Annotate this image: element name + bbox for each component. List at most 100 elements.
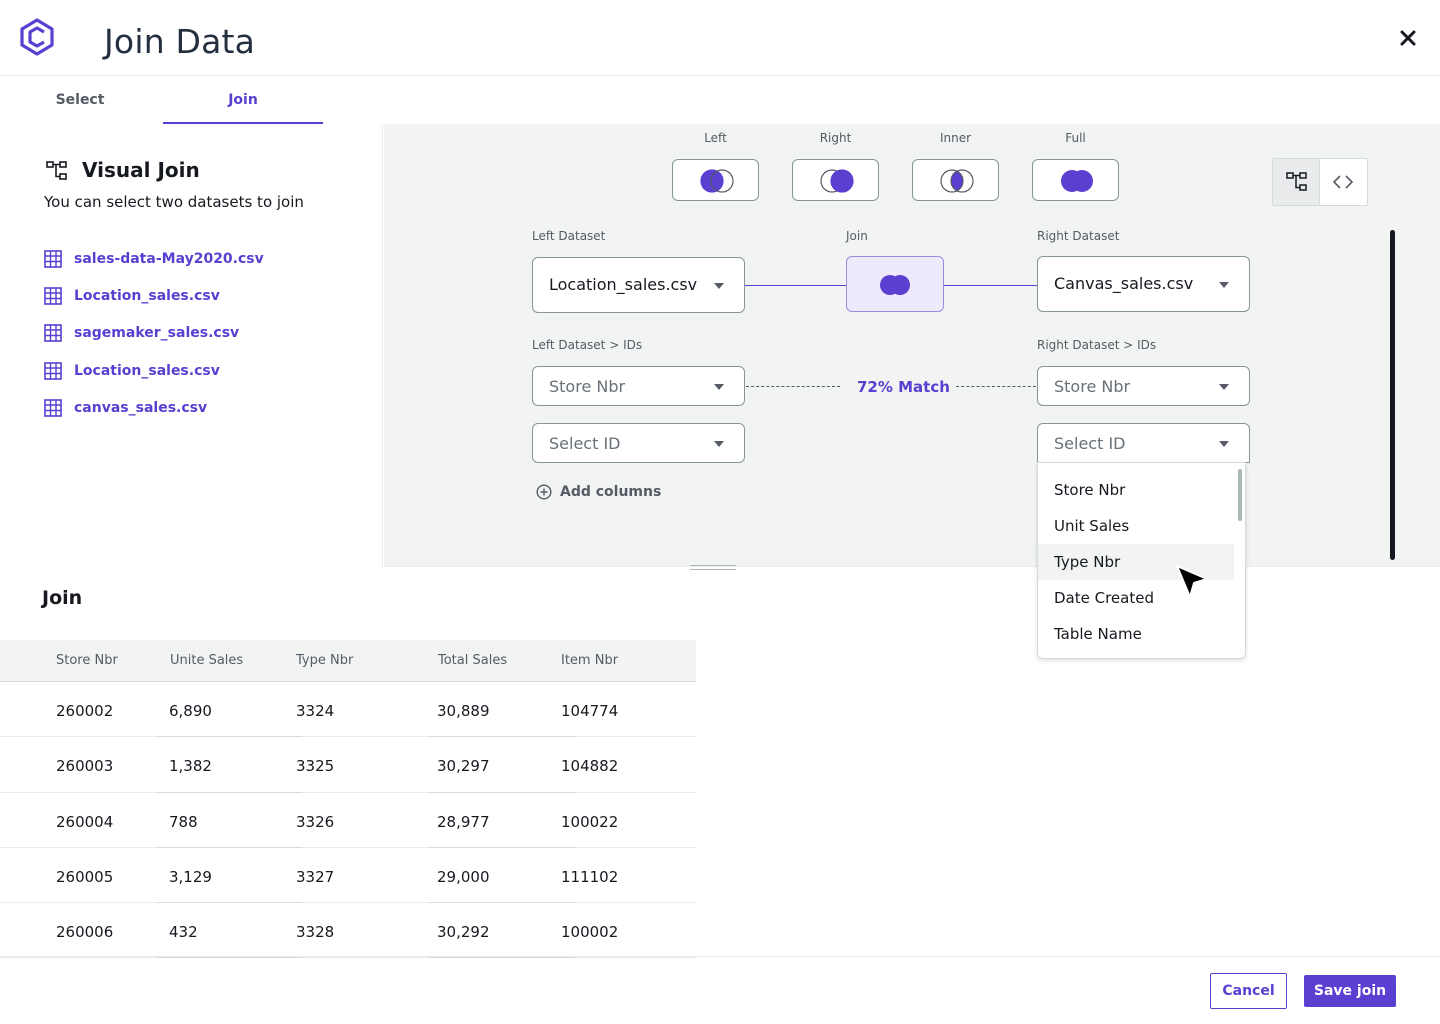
- left-join-icon: [700, 169, 734, 193]
- join-full-button[interactable]: [1032, 159, 1119, 201]
- column-header[interactable]: Item Nbr: [561, 653, 619, 668]
- add-columns-button[interactable]: Add columns: [536, 484, 661, 500]
- dataset-item[interactable]: Location_sales.csv: [44, 277, 264, 314]
- tab-join[interactable]: Join: [163, 77, 323, 124]
- cell-divider: [157, 902, 302, 904]
- join-node-label: Join: [846, 229, 868, 243]
- right-id-select-2[interactable]: Select ID: [1037, 423, 1250, 463]
- join-left-button[interactable]: [672, 159, 759, 201]
- add-circle-icon: [536, 484, 552, 500]
- dataset-item[interactable]: sales-data-May2020.csv: [44, 240, 264, 277]
- caret-down-icon: [1219, 441, 1229, 447]
- add-columns-label: Add columns: [560, 484, 662, 500]
- table-cell: 260004: [56, 812, 114, 831]
- table-cell: 3324: [296, 702, 335, 720]
- left-id-select[interactable]: Store Nbr: [532, 366, 745, 406]
- visual-view-button[interactable]: [1273, 159, 1320, 205]
- join-node[interactable]: [846, 256, 944, 312]
- code-view-button[interactable]: [1320, 159, 1367, 205]
- join-canvas: Left Right Inner Full: [384, 124, 1440, 567]
- tab-select[interactable]: Select: [55, 92, 105, 108]
- cell-divider: [157, 736, 302, 738]
- table-row: 260004 788 3326 28,977 100022: [0, 793, 696, 848]
- cancel-button[interactable]: Cancel: [1210, 973, 1287, 1009]
- tab-bar: Select Join: [0, 77, 383, 124]
- join-inner-button[interactable]: [912, 159, 999, 201]
- visual-join-title: Visual Join: [82, 158, 200, 182]
- visual-join-subtitle: You can select two datasets to join: [44, 193, 304, 211]
- dropdown-option[interactable]: Date Created: [1054, 589, 1154, 607]
- left-id-select-2[interactable]: Select ID: [532, 423, 745, 463]
- close-icon[interactable]: [1394, 24, 1422, 52]
- table-cell: 111102: [561, 867, 619, 886]
- table-cell: 100002: [561, 923, 619, 942]
- caret-down-icon: [714, 283, 724, 289]
- match-percentage: 72% Match: [857, 378, 950, 396]
- right-dataset-select[interactable]: Canvas_sales.csv: [1037, 256, 1250, 312]
- table-cell: 3325: [296, 757, 335, 776]
- cell-divider: [157, 846, 302, 848]
- table-icon: [44, 324, 62, 343]
- table-cell: 260005: [56, 867, 114, 886]
- dataset-name: Location_sales.csv: [74, 362, 220, 379]
- table-cell: 104882: [561, 757, 619, 776]
- dropdown-option[interactable]: Unit Sales: [1054, 517, 1130, 535]
- save-join-button[interactable]: Save join: [1304, 975, 1396, 1007]
- dataset-item[interactable]: Location_sales.csv: [44, 352, 264, 389]
- left-ids-label: Left Dataset > IDs: [532, 338, 643, 352]
- join-right-button[interactable]: [792, 159, 879, 201]
- dataset-name: Location_sales.csv: [74, 287, 220, 304]
- canvas-logo-icon: [20, 18, 54, 56]
- id-dropdown-menu: Store Nbr Unit Sales Type Nbr Date Creat…: [1037, 462, 1246, 659]
- column-header[interactable]: Total Sales: [438, 653, 508, 668]
- caret-down-icon: [1219, 384, 1229, 390]
- inner-join-icon: [940, 169, 974, 193]
- table-cell: 3,129: [169, 867, 212, 886]
- mouse-pointer-icon: [1176, 565, 1208, 598]
- left-dataset-label: Left Dataset: [532, 229, 606, 243]
- dropdown-option[interactable]: Type Nbr: [1038, 544, 1234, 580]
- page-title: Join Data: [104, 22, 256, 61]
- dataset-name: canvas_sales.csv: [74, 399, 208, 416]
- dropdown-option[interactable]: Store Nbr: [1054, 481, 1126, 499]
- full-join-icon: [880, 275, 910, 295]
- column-header[interactable]: Unite Sales: [170, 653, 244, 668]
- code-icon: [1332, 175, 1354, 189]
- table-row: 260006 432 3328 30,292 100002: [0, 903, 696, 959]
- right-dataset-label: Right Dataset: [1037, 229, 1120, 243]
- dataset-list: sales-data-May2020.csv Location_sales.cs…: [44, 240, 264, 426]
- results-title: Join: [42, 587, 83, 609]
- left-dataset-select[interactable]: Location_sales.csv: [532, 257, 745, 313]
- column-header[interactable]: Store Nbr: [56, 653, 118, 668]
- table-cell: 1,382: [169, 757, 212, 776]
- dropdown-option[interactable]: Table Name: [1054, 625, 1142, 643]
- match-line-right: [956, 386, 1036, 387]
- column-header[interactable]: Type Nbr: [296, 653, 354, 668]
- join-type-label-left: Left: [704, 131, 727, 145]
- panel-resize-handle[interactable]: [690, 565, 736, 570]
- cell-divider: [429, 957, 575, 959]
- table-icon: [44, 361, 62, 380]
- table-cell: 100022: [561, 812, 619, 831]
- dropdown-scrollbar[interactable]: [1238, 469, 1242, 521]
- dataset-item[interactable]: canvas_sales.csv: [44, 389, 264, 426]
- table-cell: 30,297: [437, 757, 490, 776]
- table-cell: 28,977: [437, 812, 490, 831]
- dataset-item[interactable]: sagemaker_sales.csv: [44, 315, 264, 352]
- table-row: 260003 1,382 3325 30,297 104882: [0, 737, 696, 793]
- right-id-select[interactable]: Store Nbr: [1037, 366, 1250, 406]
- right-id-2-value: Select ID: [1054, 434, 1126, 453]
- table-cell: 30,889: [437, 702, 490, 720]
- left-id-2-value: Select ID: [549, 434, 621, 453]
- table-icon: [44, 249, 62, 268]
- canvas-scrollbar[interactable]: [1390, 230, 1395, 560]
- table-cell: 3328: [296, 923, 335, 942]
- view-toggle: [1272, 158, 1368, 206]
- modal-footer: Cancel Save join: [0, 956, 1440, 1024]
- table-cell: 104774: [561, 702, 619, 720]
- cell-divider: [157, 791, 302, 793]
- left-connector-line: [745, 285, 846, 286]
- visual-join-icon: [46, 161, 67, 180]
- results-table: Store Nbr Unite Sales Type Nbr Total Sal…: [0, 640, 696, 959]
- right-connector-line: [944, 285, 1037, 286]
